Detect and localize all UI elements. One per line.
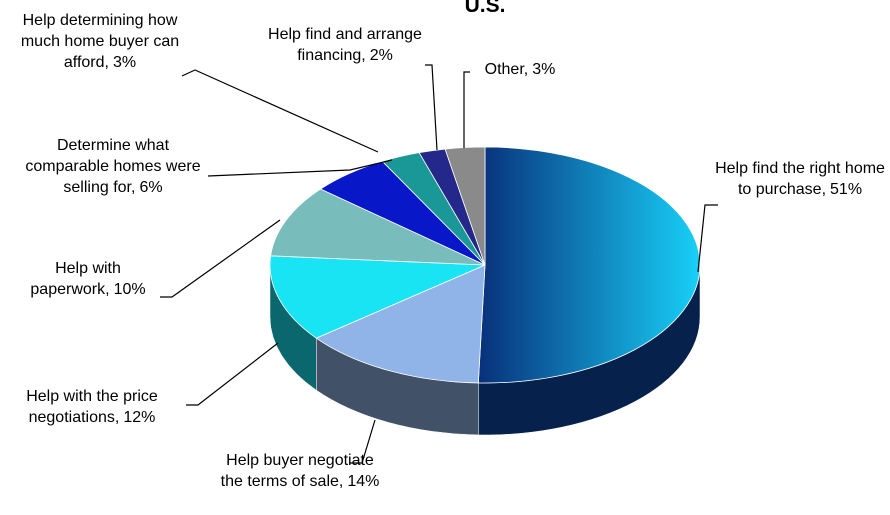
data-label: Help with paperwork, 10% xyxy=(13,258,163,300)
category-label: Help buyer negotiate the terms of sale, xyxy=(220,452,374,490)
value-label: 6% xyxy=(139,179,163,196)
value-label: 3% xyxy=(112,54,137,71)
category-label: Help with paperwork, xyxy=(30,260,121,298)
slice xyxy=(315,264,486,384)
value-label: 12% xyxy=(123,409,156,426)
leader-line xyxy=(186,342,279,406)
slice xyxy=(270,188,486,266)
leader-line xyxy=(425,64,438,151)
value-label: 3% xyxy=(532,61,556,78)
data-label: Other, 3% xyxy=(460,59,580,80)
data-label: Help determining how much home buyer can… xyxy=(5,10,195,73)
chart-title: U.S. xyxy=(464,0,506,17)
value-label: 10% xyxy=(113,281,146,298)
leader-line xyxy=(697,204,718,273)
slice xyxy=(444,146,486,266)
slice xyxy=(269,255,486,339)
data-label: Help with the price negotiations, 12% xyxy=(2,386,182,428)
data-label: Determine what comparable homes were sel… xyxy=(13,135,213,198)
value-label: 14% xyxy=(347,473,380,490)
category-label: Help with the price negotiations, xyxy=(26,388,158,426)
leader-line xyxy=(463,71,470,148)
value-label: 51% xyxy=(830,181,863,198)
slice xyxy=(477,146,701,384)
category-label: Help find and arrange financing, xyxy=(268,26,422,64)
data-label: Help find the right home to purchase, 51% xyxy=(715,158,885,200)
value-label: 2% xyxy=(369,47,393,64)
category-label: Help find the right home to purchase, xyxy=(715,160,885,198)
data-label: Help find and arrange financing, 2% xyxy=(260,24,430,66)
data-label: Help buyer negotiate the terms of sale, 1… xyxy=(220,450,380,492)
category-label: Determine what comparable homes were sel… xyxy=(25,137,201,196)
leader-line xyxy=(207,159,393,177)
leader-line xyxy=(181,69,379,153)
leader-line xyxy=(160,219,281,298)
leader-line xyxy=(350,419,376,464)
category-label: Help determining how much home buyer can… xyxy=(20,12,180,71)
category-label: Other, xyxy=(484,61,529,78)
